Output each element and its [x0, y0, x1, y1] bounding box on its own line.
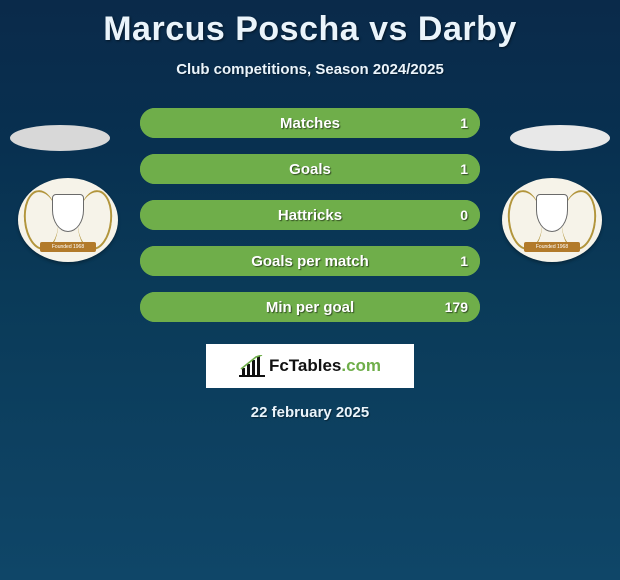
club-crest-right: Founded 1968 [502, 178, 602, 262]
bar-chart-icon [239, 355, 265, 377]
stat-label: Goals per match [140, 246, 480, 276]
stat-row: Hattricks0 [140, 200, 480, 230]
subtitle: Club competitions, Season 2024/2025 [0, 61, 620, 78]
logo-main: FcTables [269, 356, 341, 375]
stat-label: Hattricks [140, 200, 480, 230]
stat-row: Goals per match1 [140, 246, 480, 276]
player-oval-right [510, 125, 610, 151]
stat-value-right: 1 [460, 246, 468, 276]
stat-value-right: 1 [460, 108, 468, 138]
stat-label: Min per goal [140, 292, 480, 322]
page-title: Marcus Poscha vs Darby [0, 0, 620, 49]
date-label: 22 february 2025 [0, 404, 620, 421]
stat-row: Min per goal179 [140, 292, 480, 322]
stat-value-right: 179 [445, 292, 468, 322]
stat-value-right: 1 [460, 154, 468, 184]
player-oval-left [10, 125, 110, 151]
club-crest-left: Founded 1968 [18, 178, 118, 262]
stat-row: Goals1 [140, 154, 480, 184]
stat-value-right: 0 [460, 200, 468, 230]
logo-text: FcTables.com [269, 356, 381, 376]
logo-suffix: .com [341, 356, 381, 375]
stat-label: Goals [140, 154, 480, 184]
crest-banner: Founded 1968 [40, 242, 96, 252]
fctables-logo: FcTables.com [206, 344, 414, 388]
crest-banner: Founded 1968 [524, 242, 580, 252]
stat-row: Matches1 [140, 108, 480, 138]
stat-label: Matches [140, 108, 480, 138]
